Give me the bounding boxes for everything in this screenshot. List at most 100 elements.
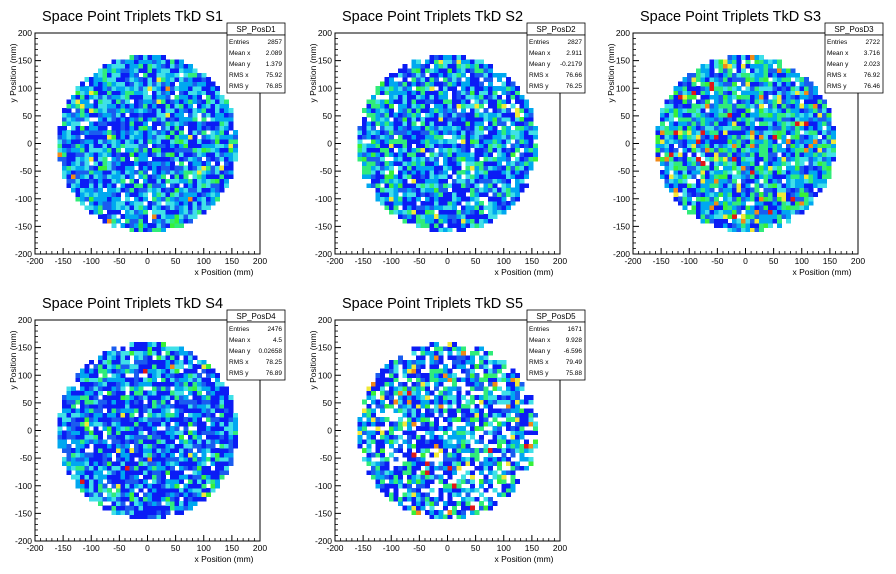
- heatmap-bin: [80, 448, 85, 453]
- heatmap-bin: [723, 161, 728, 166]
- heatmap-bin: [497, 94, 502, 100]
- heatmap-bin: [452, 59, 457, 65]
- heatmap-bin: [470, 86, 475, 91]
- heatmap-bin: [447, 143, 453, 149]
- heatmap-bin: [772, 161, 778, 166]
- heatmap-bin: [179, 81, 184, 87]
- heatmap-bin: [201, 492, 207, 498]
- heatmap-bin: [116, 386, 121, 392]
- heatmap-bin: [452, 147, 457, 153]
- heatmap-bin: [174, 426, 180, 431]
- heatmap-bin: [411, 81, 417, 87]
- heatmap-bin: [465, 130, 471, 135]
- heatmap-bin: [768, 165, 773, 171]
- heatmap-bin: [156, 496, 162, 502]
- heatmap-bin: [411, 116, 417, 122]
- heatmap-bin: [188, 461, 193, 467]
- heatmap-bin: [754, 90, 760, 96]
- heatmap-bin: [152, 192, 157, 197]
- heatmap-bin: [116, 147, 121, 153]
- heatmap-bin: [781, 174, 787, 180]
- heatmap-bin: [71, 474, 76, 480]
- heatmap-bin: [188, 483, 193, 489]
- heatmap-bin: [233, 152, 238, 158]
- heatmap-bin: [691, 90, 697, 96]
- heatmap-bin: [125, 134, 130, 140]
- heatmap-bin: [224, 174, 229, 180]
- heatmap-bin: [709, 170, 715, 175]
- heatmap-bin: [366, 112, 372, 118]
- heatmap-bin: [362, 161, 367, 166]
- heatmap-bin: [528, 156, 534, 162]
- heatmap-bin: [768, 143, 773, 149]
- heatmap-bin: [750, 81, 755, 87]
- heatmap-bin: [714, 209, 719, 215]
- heatmap-bin: [759, 130, 764, 135]
- heatmap-bin: [84, 99, 90, 105]
- heatmap-bin: [664, 99, 670, 105]
- heatmap-bin: [474, 209, 480, 215]
- heatmap-bin: [443, 209, 448, 215]
- heatmap-bin: [362, 121, 367, 127]
- heatmap-bin: [215, 156, 220, 162]
- heatmap-bin: [745, 99, 751, 105]
- heatmap-bin: [741, 139, 746, 144]
- heatmap-bin: [817, 139, 823, 144]
- heatmap-bin: [456, 227, 462, 233]
- x-tick-label: 200: [851, 256, 865, 266]
- heatmap-bin: [165, 205, 171, 211]
- heatmap-bin: [111, 364, 117, 369]
- heatmap-bin: [745, 121, 751, 127]
- heatmap-bin: [714, 156, 719, 162]
- heatmap-bin: [219, 474, 225, 480]
- heatmap-bin: [465, 63, 471, 69]
- heatmap-bin: [138, 364, 144, 369]
- heatmap-bin: [62, 112, 67, 118]
- heatmap-bin: [452, 94, 457, 100]
- heatmap-bin: [705, 192, 710, 197]
- heatmap-bin: [705, 121, 710, 127]
- heatmap-bin: [134, 448, 139, 453]
- heatmap-bin: [98, 421, 103, 427]
- heatmap-bin: [660, 161, 665, 166]
- heatmap-bin: [380, 90, 385, 96]
- heatmap-bin: [170, 152, 175, 158]
- heatmap-bin: [506, 116, 511, 122]
- heatmap-bin: [165, 381, 171, 387]
- heatmap-bin: [741, 63, 746, 69]
- heatmap-bin: [179, 94, 184, 100]
- heatmap-bin: [425, 116, 430, 122]
- heatmap-bin: [197, 81, 202, 87]
- heatmap-bin: [443, 165, 448, 171]
- heatmap-bin: [384, 139, 390, 144]
- heatmap-bin: [179, 501, 184, 506]
- heatmap-bin: [510, 187, 516, 193]
- heatmap-bin: [134, 121, 139, 127]
- heatmap-bin: [723, 187, 728, 193]
- heatmap-bin: [754, 112, 760, 118]
- heatmap-bin: [201, 403, 207, 409]
- heatmap-bin: [429, 227, 435, 233]
- heatmap-bin: [479, 205, 484, 211]
- heatmap-bin: [143, 103, 148, 109]
- heatmap-bin: [165, 501, 171, 506]
- heatmap-bin: [456, 55, 462, 60]
- heatmap-bin: [215, 434, 220, 440]
- heatmap-bin: [138, 192, 144, 197]
- heatmap-bin: [465, 139, 471, 144]
- heatmap-bin: [506, 77, 511, 82]
- heatmap-bin: [161, 174, 166, 180]
- heatmap-bin: [795, 200, 800, 206]
- heatmap-bin: [732, 130, 737, 135]
- heatmap-bin: [62, 408, 67, 414]
- heatmap-bin: [465, 178, 471, 184]
- heatmap-bin: [111, 443, 117, 449]
- heatmap-bin: [664, 165, 670, 171]
- heatmap-bin: [682, 152, 688, 158]
- heatmap-bin: [407, 94, 412, 100]
- heatmap-bin: [483, 170, 489, 175]
- heatmap-bin: [129, 209, 135, 215]
- heatmap-bin: [75, 421, 81, 427]
- heatmap-bin: [179, 434, 184, 440]
- heatmap-bin: [709, 139, 715, 144]
